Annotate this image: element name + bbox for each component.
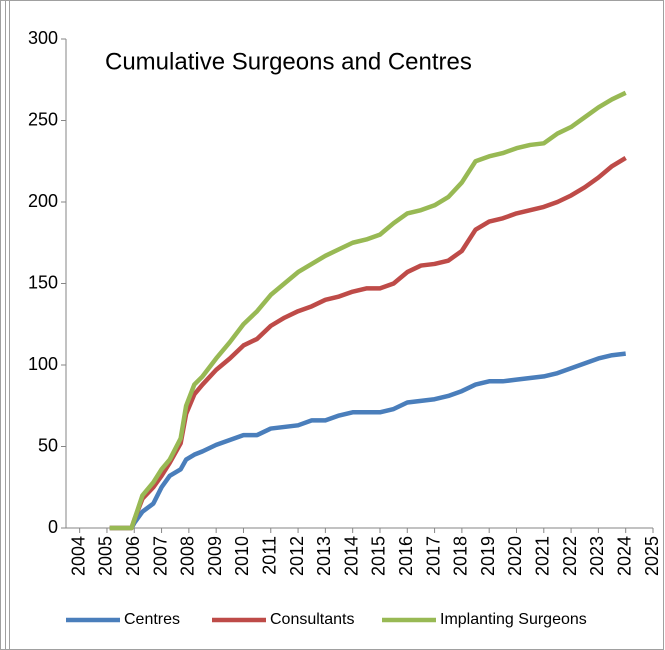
x-tick-label: 2012 (287, 536, 307, 576)
y-tick-label: 100 (28, 354, 58, 374)
x-tick-label: 2014 (341, 536, 361, 576)
x-tick-label: 2016 (396, 536, 416, 576)
y-tick-label: 0 (48, 517, 58, 537)
x-tick-label: 2022 (560, 536, 580, 576)
series-line (109, 90, 627, 531)
legend-label: Centres (124, 611, 180, 628)
y-tick-label: 150 (28, 272, 58, 292)
x-tick-label: 2020 (505, 536, 525, 576)
y-tick-label: 50 (38, 435, 58, 455)
x-tick-label: 2006 (123, 536, 143, 576)
x-tick-label: 2023 (587, 536, 607, 576)
x-tick-label: 2013 (314, 536, 334, 576)
x-tick-label: 2019 (478, 536, 498, 576)
y-tick-label: 200 (28, 191, 58, 211)
series-line (109, 351, 626, 531)
x-tick-label: 2011 (260, 536, 280, 575)
x-tick-label: 2018 (451, 536, 471, 576)
x-tick-label: 2007 (150, 536, 170, 576)
x-tick-label: 2010 (232, 536, 252, 576)
chart-title: Cumulative Surgeons and Centres (105, 48, 472, 75)
x-tick-label: 2025 (642, 536, 662, 576)
x-tick-label: 2005 (96, 536, 116, 576)
y-tick-label: 300 (28, 28, 58, 48)
x-tick-label: 2009 (205, 536, 225, 576)
x-tick-label: 2004 (68, 536, 88, 576)
legend-label: Implanting Surgeons (440, 611, 587, 628)
x-tick-label: 2008 (178, 536, 198, 576)
x-tick-label: 2017 (423, 536, 443, 576)
y-tick-label: 250 (28, 109, 58, 129)
legend-label: Consultants (270, 611, 355, 628)
x-tick-label: 2015 (369, 536, 389, 576)
x-tick-label: 2024 (614, 536, 634, 576)
x-tick-label: 2021 (533, 536, 553, 576)
